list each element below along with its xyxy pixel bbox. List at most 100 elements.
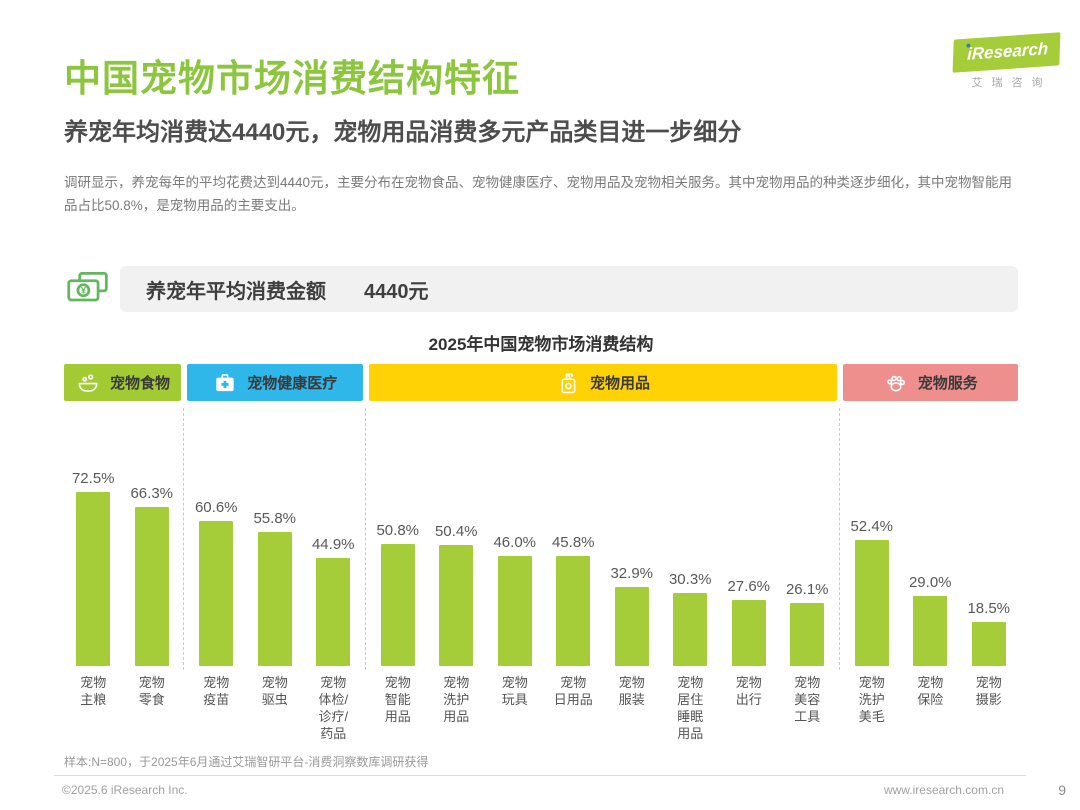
bar-value-label: 60.6% [194,498,238,516]
bar-x-label: 宠物 主粮 [80,675,107,707]
bar-area: 29.0% [909,401,952,666]
footer-divider [54,775,1026,776]
bar-x-label: 宠物 出行 [735,675,762,707]
bar-value-label: 52.4% [850,518,894,536]
bar [971,621,1006,666]
website-text: www.iresearch.com.cn [883,783,1004,797]
category-header: 宠物健康医疗 [187,364,363,401]
bar [614,587,649,666]
bar-x-label: 宠物 美容 工具 [794,675,821,724]
sample-note: 样本:N=800，于2025年6月通过艾瑞智研平台-消费洞察数库调研获得 [64,755,429,769]
bar-value-label: 27.6% [727,577,771,595]
bar-value-label: 32.9% [610,565,654,583]
bar-area: 52.4% [850,401,893,666]
bar-area: 72.5% [72,401,115,666]
bar-column: 26.1% 宠物 美容 工具 [778,401,837,750]
bar-area: 66.3% [130,401,173,666]
bar [790,603,825,666]
avg-spend-value: 4440元 [364,280,429,303]
bar [439,545,474,666]
page-number: 9 [1058,782,1066,798]
bar-value-label: 29.0% [908,574,952,592]
bar-column: 66.3% 宠物 零食 [123,401,182,750]
first-aid-icon [212,370,238,396]
bar-column: 18.5% 宠物 摄影 [960,401,1019,750]
bar-value-label: 46.0% [493,533,537,551]
bar-value-label: 50.8% [376,522,420,540]
bar-area: 46.0% [493,401,536,666]
bar-area: 44.9% [312,401,355,666]
bar-area: 32.9% [610,401,653,666]
category-header: 宠物用品 [368,364,837,401]
bars-row: 72.5% 宠物 主粮 66.3% 宠物 零食 [64,401,181,750]
bar-value-label: 18.5% [967,599,1011,617]
bar-x-label: 宠物 居住 睡眠 用品 [677,675,704,741]
category-label: 宠物健康医疗 [247,375,338,392]
bar [316,558,351,666]
bar-column: 45.8% 宠物 日用品 [544,401,603,750]
category-header: 宠物食物 [64,364,181,401]
bar-area: 50.4% [435,401,478,666]
bar-value-label: 55.8% [253,510,297,528]
paw-icon [883,370,909,396]
bar-column: 44.9% 宠物 体检/ 诊疗/ 药品 [304,401,363,750]
bar-value-label: 44.9% [311,536,355,554]
bar-x-label: 宠物 洗护 美毛 [858,675,885,724]
bar [731,599,766,666]
bar-column: 46.0% 宠物 玩具 [486,401,545,750]
bar-x-label: 宠物 摄影 [975,675,1002,707]
bar-x-label: 宠物 玩具 [501,675,528,707]
svg-text:¥: ¥ [81,285,87,295]
chart-group-4: 宠物服务 52.4% 宠物 洗护 美毛 29.0% 宠物 保险 18.5% 宠物 摄影 [838,364,1019,750]
bar-area: 26.1% [786,401,829,666]
category-header: 宠物服务 [842,364,1018,401]
bars-row: 50.8% 宠物 智能 用品 50.4% 宠物 洗护 用品 46.0% 宠物 玩具 45.8… [369,401,837,750]
bar [257,532,292,666]
bar-column: 60.6% 宠物 疫苗 [187,401,246,750]
avg-spend-label: 养宠年平均消费金额 [146,280,326,303]
chart-group-2: 宠物健康医疗 60.6% 宠物 疫苗 55.8% 宠物 驱虫 44.9% 宠物 体检/ 诊疗… [183,364,363,750]
bar-area: 60.6% [195,401,238,666]
bar-column: 72.5% 宠物 主粮 [64,401,123,750]
bar-value-label: 72.5% [71,470,115,487]
bar-x-label: 宠物 保险 [917,675,944,707]
bars-row: 52.4% 宠物 洗护 美毛 29.0% 宠物 保险 18.5% 宠物 摄影 [843,401,1019,750]
bar-x-label: 宠物 驱虫 [261,675,288,707]
money-icon: ¥ [64,267,120,311]
bar-x-label: 宠物 智能 用品 [384,675,411,724]
iresearch-logo-badge: iResearch [952,32,1062,73]
bar [497,555,532,666]
category-label: 宠物用品 [589,375,650,392]
chart-group-3: 宠物用品 50.8% 宠物 智能 用品 50.4% 宠物 洗护 用品 46.0% 宠物 玩具… [364,364,837,750]
bar-value-label: 45.8% [551,534,595,552]
chart-group-1: 宠物食物 72.5% 宠物 主粮 66.3% 宠物 零食 [64,364,181,750]
copyright-text: ©2025.6 iResearch Inc. [62,783,188,797]
bar-x-label: 宠物 零食 [138,675,165,707]
bar-column: 32.9% 宠物 服装 [603,401,662,750]
bar-column: 55.8% 宠物 驱虫 [246,401,305,750]
bar-value-label: 50.4% [434,523,478,541]
chart-plot: 宠物食物 72.5% 宠物 主粮 66.3% 宠物 零食 宠物健康医疗 60.6% 宠物 疫苗… [64,364,1018,750]
bars-row: 60.6% 宠物 疫苗 55.8% 宠物 驱虫 44.9% 宠物 体检/ 诊疗/ 药品 [187,401,363,750]
bar-x-label: 宠物 服装 [618,675,645,707]
bar-area: 45.8% [552,401,595,666]
bar-area: 55.8% [253,401,296,666]
bar [199,520,234,666]
bar-area: 18.5% [967,401,1010,666]
bar-area: 30.3% [669,401,712,666]
bar [854,540,889,666]
bar [76,492,111,666]
chart-title: 2025年中国宠物市场消费结构 [428,335,654,354]
bar-area: 50.8% [376,401,419,666]
bar-value-label: 30.3% [668,571,712,589]
bar-column: 30.3% 宠物 居住 睡眠 用品 [661,401,720,750]
page-title: 中国宠物市场消费结构特征 [64,58,520,99]
bar-value-label: 66.3% [130,484,174,502]
body-paragraph: 调研显示，养宠每年的平均花费达到4440元，主要分布在宠物食品、宠物健康医疗、宠… [64,175,1013,213]
pet-food-icon [75,370,101,396]
bottle-icon [555,370,581,396]
bar-column: 50.8% 宠物 智能 用品 [369,401,428,750]
bar-area: 27.6% [727,401,770,666]
avg-spend-pill: 养宠年平均消费金额 4440元 [120,266,1018,312]
